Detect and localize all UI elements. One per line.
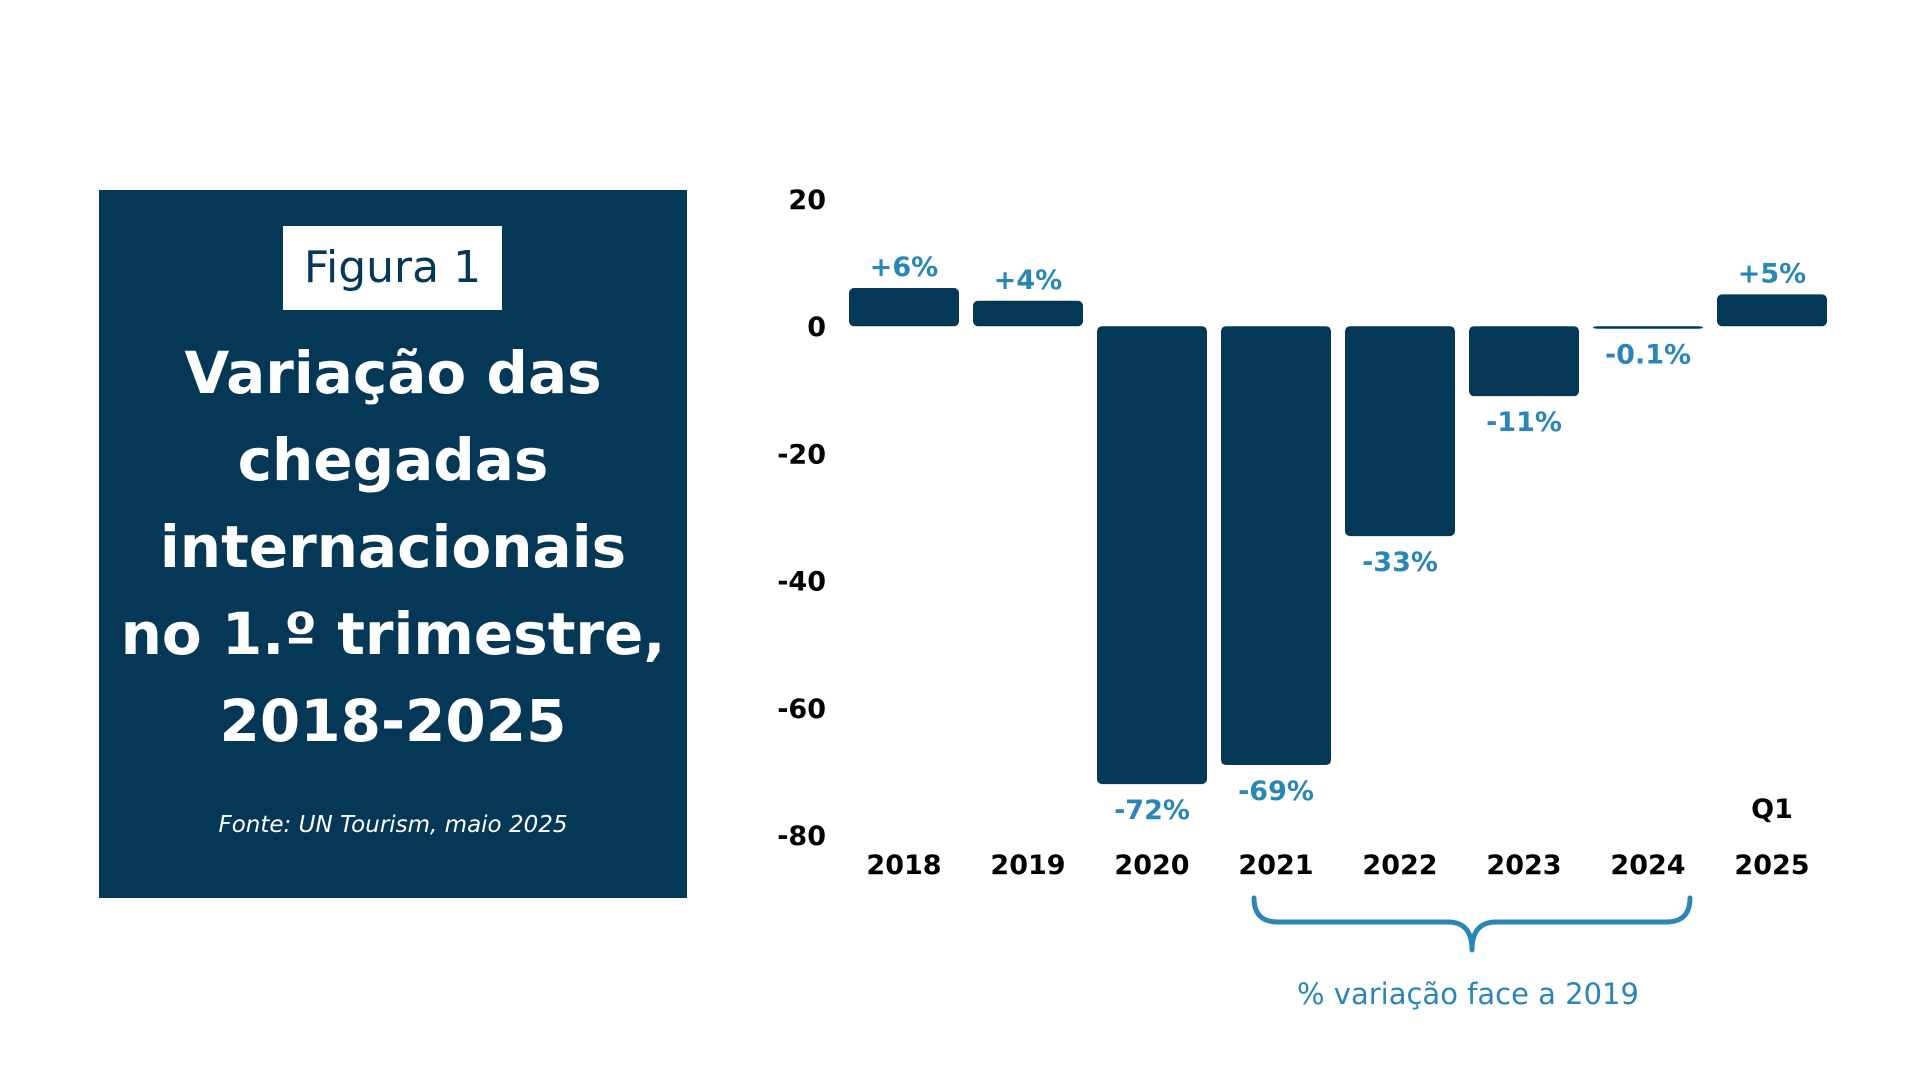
y-tick-label: -40 [777,567,826,598]
y-tick-label: 0 [807,312,826,343]
bar [1221,326,1331,766]
x-tick-label: 2018 [866,850,941,881]
data-label: +6% [870,252,938,283]
title-panel: Figura 1 Variação das chegadas internaci… [99,190,687,898]
data-label: -0.1% [1605,340,1691,371]
bar [1469,326,1579,397]
y-tick-label: -60 [777,694,826,725]
annotation-brace [1251,895,1693,953]
annotation-label: % variação face a 2019 [1297,977,1639,1011]
data-label: -69% [1238,776,1314,807]
y-tick-label: -20 [777,439,826,470]
figure-label: Figura 1 [283,226,502,310]
x-tick-prefix: Q1 [1751,794,1793,825]
x-tick-label: 2021 [1238,850,1313,881]
bar [1345,326,1455,537]
title-line: no 1.º trimestre, [120,600,666,668]
title-line: Variação das [184,339,602,407]
bar [1717,294,1827,327]
bar [849,288,959,327]
data-label: -33% [1362,547,1438,578]
title-line: 2018-2025 [219,687,567,755]
data-label: +5% [1738,258,1806,289]
title-line: internacionais [159,513,627,581]
title-line: chegadas [237,426,549,494]
bar [973,300,1083,327]
x-tick-label: 2019 [990,850,1065,881]
y-tick-label: 20 [788,185,826,216]
data-label: +4% [994,265,1062,296]
bar [1097,326,1207,785]
source-note: Fonte: UN Tourism, maio 2025 [218,812,568,838]
x-tick-label: 2023 [1486,850,1561,881]
data-label: -72% [1114,795,1190,826]
data-label: -11% [1486,407,1562,438]
y-tick-label: -80 [777,821,826,852]
x-tick-label: 2020 [1114,850,1189,881]
x-tick-label: 2022 [1362,850,1437,881]
x-tick-label: 2025 [1734,850,1809,881]
x-tick-label: 2024 [1610,850,1685,881]
bar [1593,326,1703,329]
chart-title: Variação das chegadas internacionais no … [99,330,687,765]
